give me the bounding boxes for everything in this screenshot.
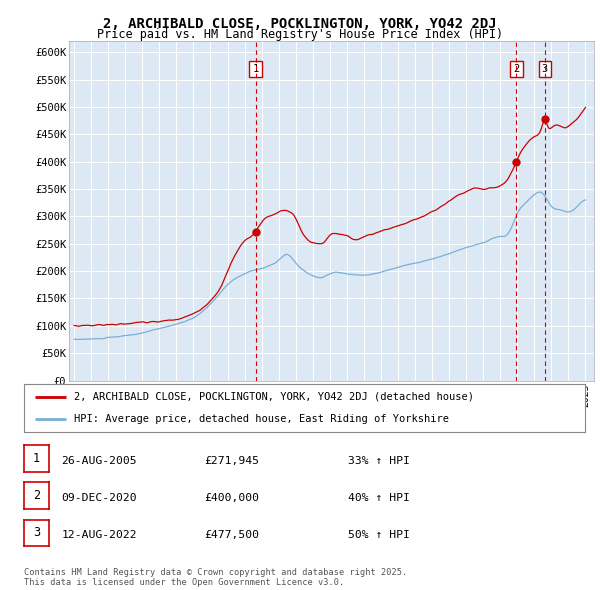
Text: 40% ↑ HPI: 40% ↑ HPI — [348, 493, 410, 503]
Text: Contains HM Land Registry data © Crown copyright and database right 2025.
This d: Contains HM Land Registry data © Crown c… — [24, 568, 407, 587]
Text: 2, ARCHIBALD CLOSE, POCKLINGTON, YORK, YO42 2DJ: 2, ARCHIBALD CLOSE, POCKLINGTON, YORK, Y… — [103, 17, 497, 31]
Text: 33% ↑ HPI: 33% ↑ HPI — [348, 456, 410, 466]
Text: HPI: Average price, detached house, East Riding of Yorkshire: HPI: Average price, detached house, East… — [74, 414, 449, 424]
Text: £477,500: £477,500 — [204, 530, 259, 540]
Text: 2, ARCHIBALD CLOSE, POCKLINGTON, YORK, YO42 2DJ (detached house): 2, ARCHIBALD CLOSE, POCKLINGTON, YORK, Y… — [74, 392, 475, 402]
Text: 1: 1 — [33, 452, 40, 465]
Text: 09-DEC-2020: 09-DEC-2020 — [61, 493, 137, 503]
Text: £271,945: £271,945 — [204, 456, 259, 466]
Text: 3: 3 — [542, 64, 548, 74]
Text: £400,000: £400,000 — [204, 493, 259, 503]
Text: 26-AUG-2005: 26-AUG-2005 — [61, 456, 137, 466]
Text: Price paid vs. HM Land Registry's House Price Index (HPI): Price paid vs. HM Land Registry's House … — [97, 28, 503, 41]
Text: 3: 3 — [33, 526, 40, 539]
Text: 50% ↑ HPI: 50% ↑ HPI — [348, 530, 410, 540]
Text: 12-AUG-2022: 12-AUG-2022 — [61, 530, 137, 540]
Text: 2: 2 — [513, 64, 520, 74]
Text: 1: 1 — [253, 64, 259, 74]
Text: 2: 2 — [33, 489, 40, 502]
